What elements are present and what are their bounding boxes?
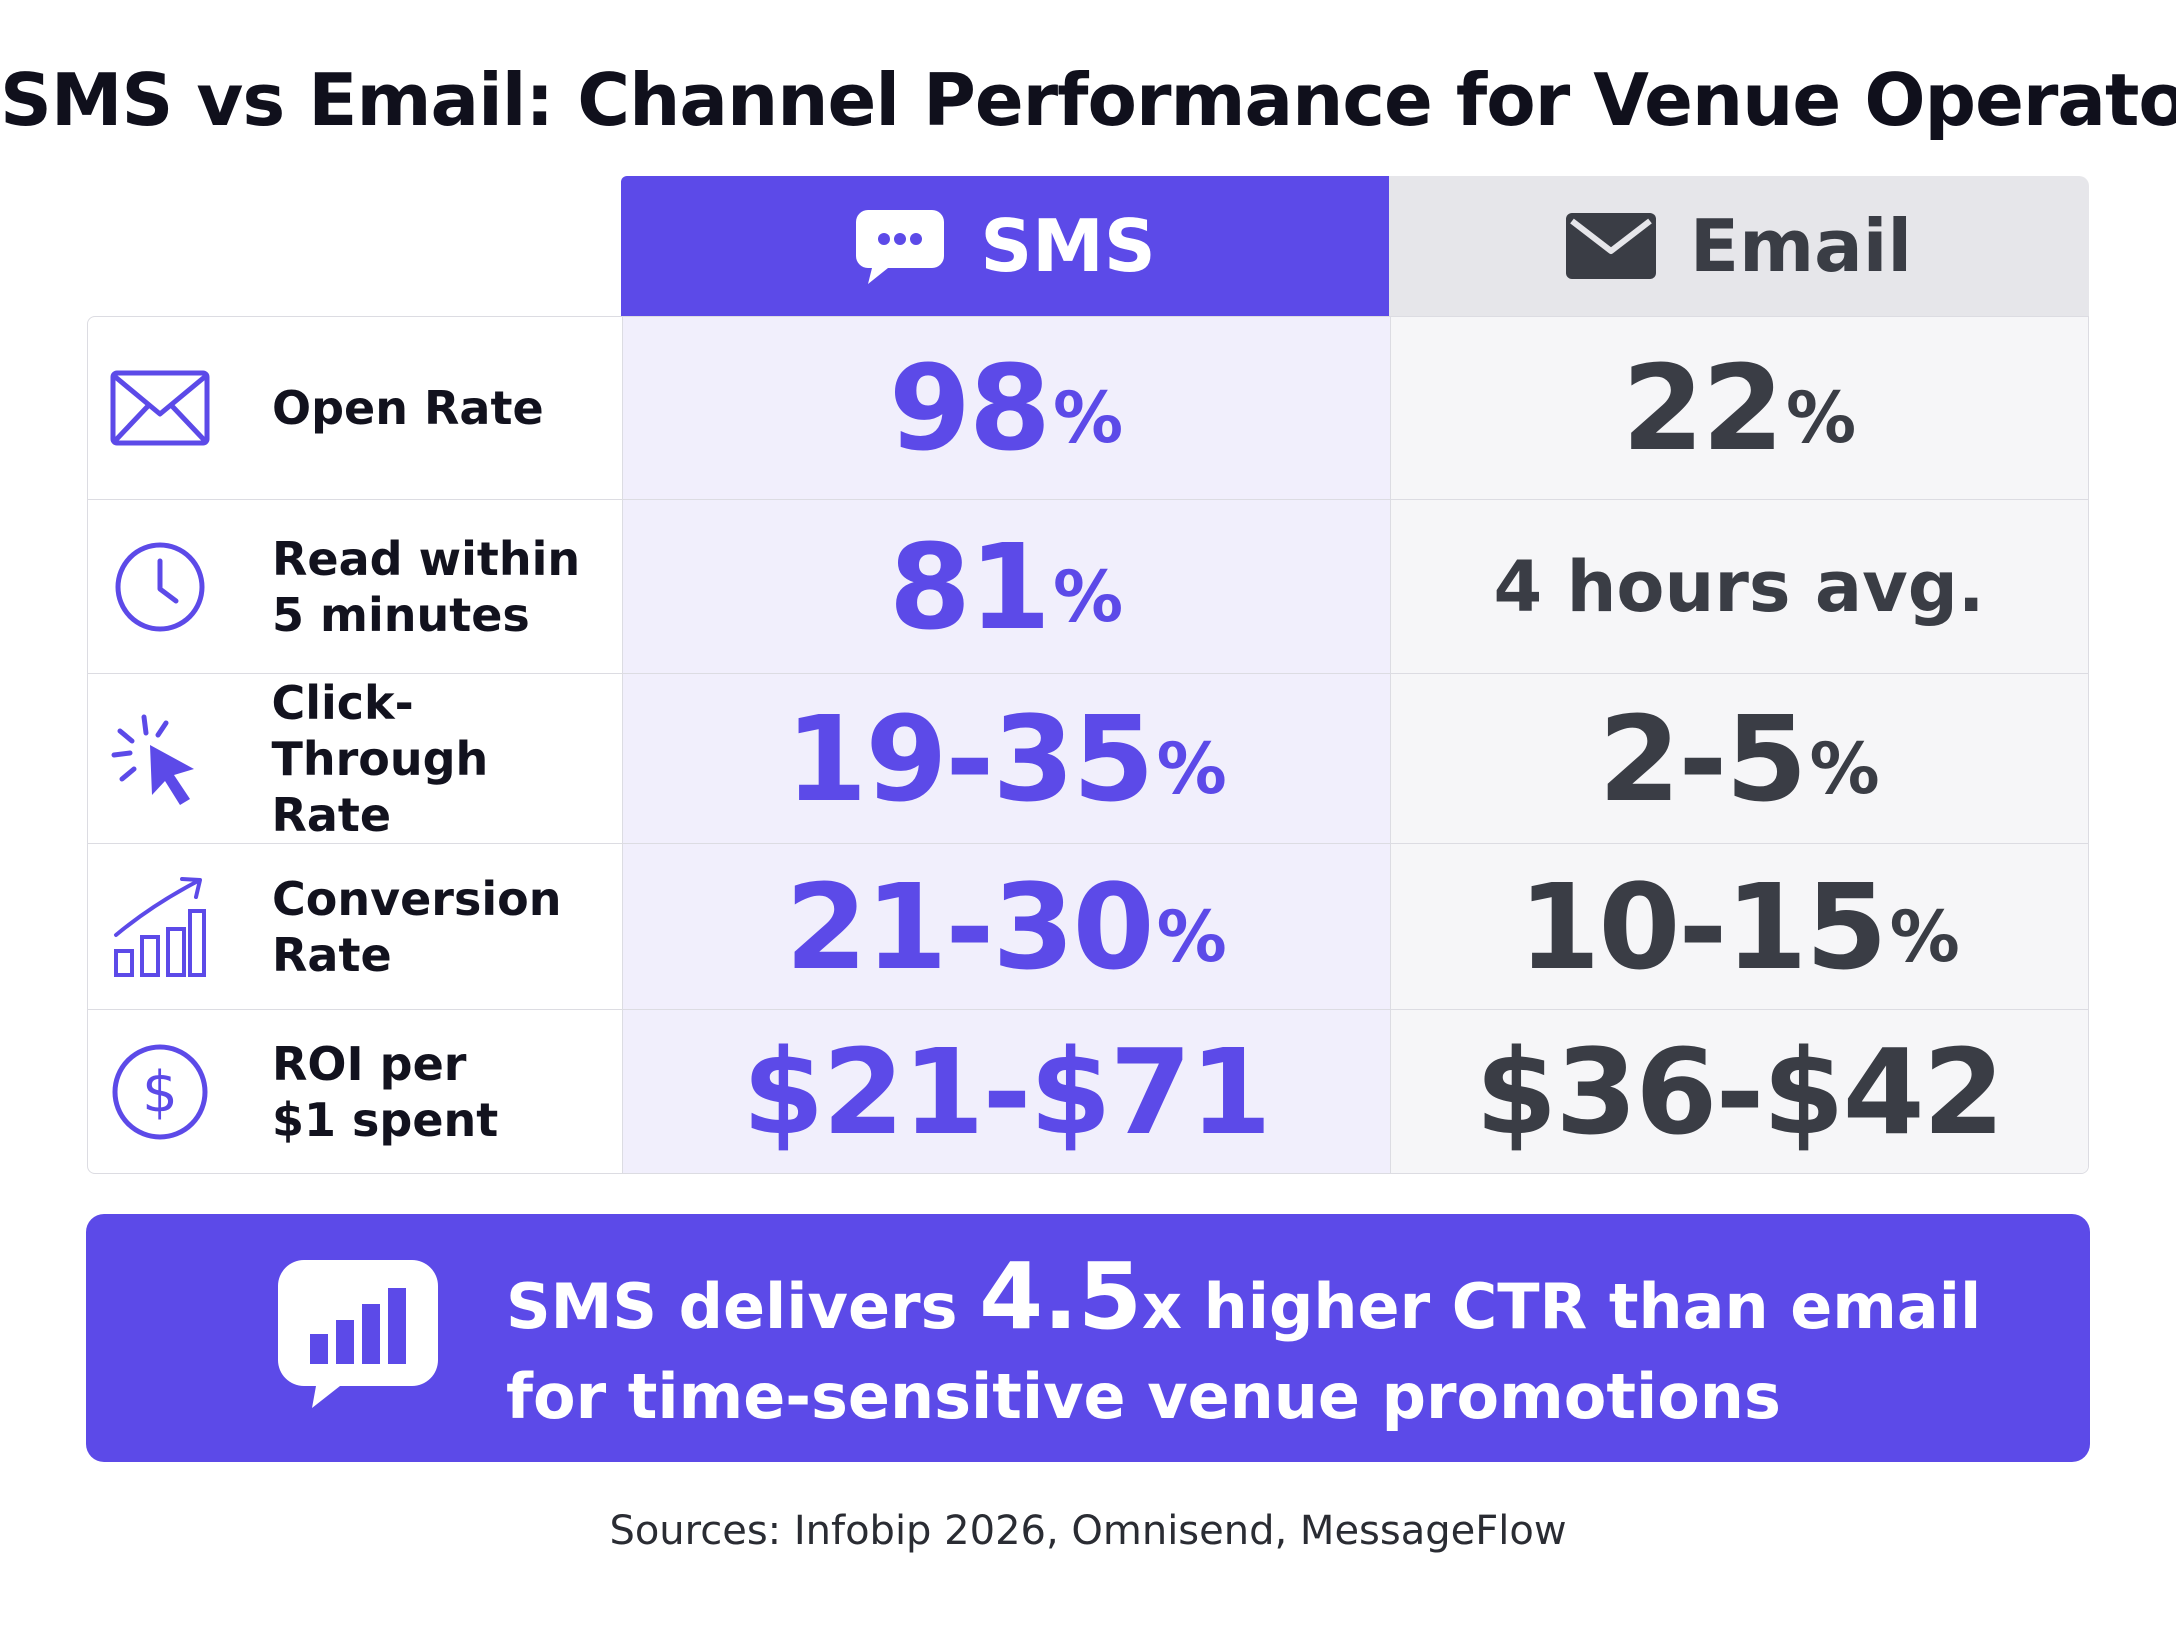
sms-value: 81%: [888, 518, 1124, 656]
table-row: Click-Through Rate 19-35% 2-5%: [88, 673, 2088, 844]
metric-label: Conversion Rate: [272, 872, 562, 982]
metric-label: Click-Through Rate: [271, 676, 489, 842]
email-value: 2-5%: [1598, 690, 1880, 828]
email-value: 10-15%: [1518, 858, 1960, 996]
chat-bar-chart-icon: [276, 1256, 440, 1414]
metric-label: Read within 5 minutes: [272, 532, 581, 642]
sms-value: $21-$71: [742, 1023, 1272, 1161]
chat-bubble-icon: [854, 206, 946, 286]
dollar-circle-icon: $: [108, 1042, 212, 1142]
sms-value: 98%: [888, 339, 1124, 477]
sources-footnote: Sources: Infobip 2026, Omnisend, Message…: [609, 1508, 1567, 1554]
table-row: Open Rate 98% 22%: [88, 317, 2088, 499]
table-row: Conversion Rate 21-30% 10-15%: [88, 843, 2088, 1010]
email-value: 22%: [1621, 339, 1857, 477]
email-value: 4 hours avg.: [1493, 546, 1985, 628]
cursor-click-icon: [108, 709, 211, 809]
svg-text:$: $: [142, 1060, 178, 1125]
sms-column-header: SMS: [621, 176, 1389, 316]
page-title: SMS vs Email: Channel Performance for Ve…: [0, 58, 2176, 142]
envelope-outline-icon: [108, 370, 212, 446]
table-body: Open Rate 98% 22% Read within: [87, 316, 2089, 1174]
banner-text: SMS delivers 4.5x higher CTR than email …: [506, 1243, 1982, 1434]
envelope-icon: [1565, 213, 1656, 279]
clock-icon: [108, 539, 212, 635]
metric-label: Open Rate: [272, 381, 544, 435]
growth-chart-icon: [108, 875, 212, 979]
table-row: $ ROI per $1 spent $21-$71 $36-$42: [88, 1009, 2088, 1173]
summary-banner: SMS delivers 4.5x higher CTR than email …: [86, 1214, 2090, 1462]
comparison-table: SMS Email: [87, 176, 2089, 1174]
table-row: Read within 5 minutes 81% 4 hours avg.: [88, 499, 2088, 674]
sms-column-label: SMS: [980, 204, 1156, 288]
sms-value: 21-30%: [785, 858, 1227, 996]
metric-label: ROI per $1 spent: [272, 1037, 499, 1147]
sms-value: 19-35%: [785, 690, 1227, 828]
email-value: $36-$42: [1475, 1023, 2005, 1161]
email-column-header: Email: [1389, 176, 2089, 316]
email-column-label: Email: [1689, 204, 1913, 288]
